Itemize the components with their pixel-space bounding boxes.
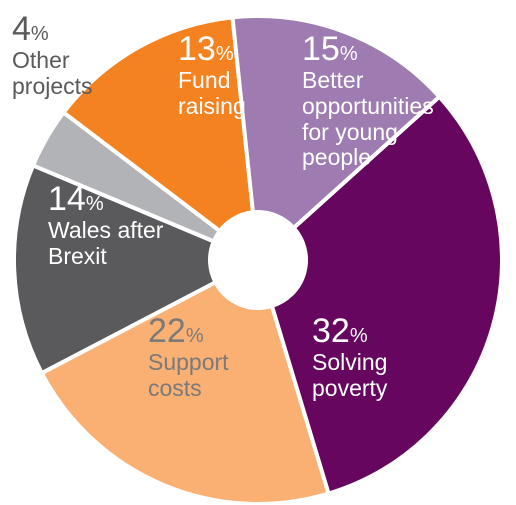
pct-solving-poverty: 32% bbox=[312, 312, 368, 350]
label-fund-raising: 13% Fund raising bbox=[178, 30, 246, 120]
label-solving-poverty: 32% Solving poverty bbox=[312, 312, 387, 402]
text-other-projects: Other projects bbox=[12, 47, 93, 99]
slice-wales-after-brexit bbox=[12, 162, 219, 376]
text-wales-after-brexit: Wales after Brexit bbox=[48, 217, 164, 269]
text-fund-raising: Fund raising bbox=[178, 67, 246, 119]
pct-support-costs: 22% bbox=[148, 312, 204, 350]
label-support-costs: 22% Support costs bbox=[148, 312, 229, 402]
slice-fund-raising bbox=[60, 15, 256, 234]
text-solving-poverty: Solving poverty bbox=[312, 349, 388, 401]
pct-other-projects: 4% bbox=[12, 10, 49, 48]
label-better-opportunities: 15% Better opportunities for young peopl… bbox=[302, 30, 434, 171]
label-other-projects: 4% Other projects bbox=[12, 10, 93, 100]
text-support-costs: Support costs bbox=[148, 349, 229, 401]
slice-better-opportunities bbox=[230, 14, 443, 231]
pct-fund-raising: 13% bbox=[178, 30, 234, 68]
pct-better-opportunities: 15% bbox=[302, 30, 358, 68]
pct-wales-after-brexit: 14% bbox=[48, 180, 104, 218]
text-better-opportunities: Better opportunities for young people bbox=[302, 67, 434, 171]
label-wales-after-brexit: 14% Wales after Brexit bbox=[48, 180, 163, 270]
